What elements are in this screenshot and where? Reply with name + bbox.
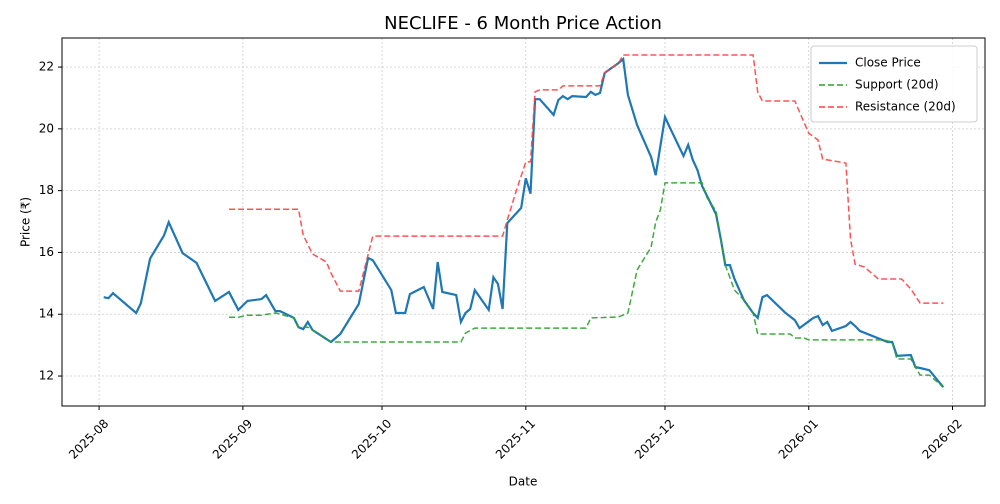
y-tick-label: 22: [39, 60, 54, 74]
y-tick-label: 16: [39, 245, 54, 259]
series-line: [229, 182, 944, 388]
series-line: [229, 54, 944, 304]
y-tick-label: 18: [39, 183, 54, 197]
chart-title: NECLIFE - 6 Month Price Action: [384, 13, 662, 34]
x-axis-label: Date: [509, 475, 538, 489]
legend-label: Resistance (20d): [855, 100, 956, 114]
y-tick-label: 14: [39, 307, 54, 321]
series-line: [103, 56, 945, 388]
legend-box: [810, 45, 978, 123]
y-tick-label: 12: [39, 369, 54, 383]
legend: Close Price Support (20d) Resistance (20d): [810, 45, 978, 123]
legend-label: Close Price: [855, 56, 921, 70]
legend-label: Support (20d): [855, 78, 939, 92]
y-tick-label: 20: [39, 121, 54, 135]
y-axis-label: Price (₹): [19, 197, 33, 247]
plot-frame: [61, 37, 986, 407]
